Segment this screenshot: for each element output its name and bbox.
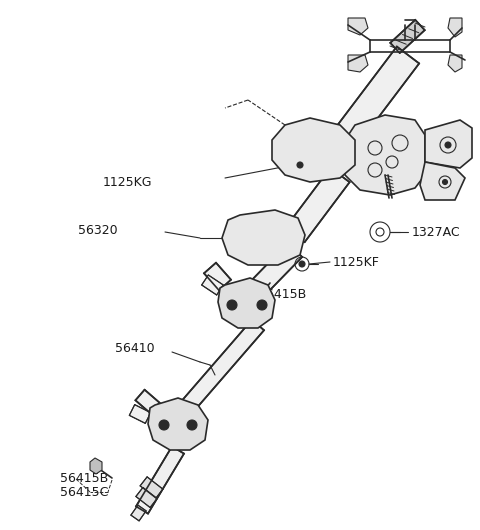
Polygon shape	[222, 210, 305, 265]
Polygon shape	[251, 243, 302, 295]
Polygon shape	[174, 320, 264, 420]
Text: 56410: 56410	[115, 341, 155, 355]
Text: 56320: 56320	[78, 224, 118, 236]
Text: 1125KF: 1125KF	[333, 255, 380, 269]
Text: 56415B: 56415B	[60, 473, 108, 485]
Polygon shape	[136, 446, 184, 514]
Circle shape	[445, 142, 451, 148]
Polygon shape	[135, 390, 159, 413]
Polygon shape	[90, 458, 102, 474]
Circle shape	[187, 420, 197, 430]
Polygon shape	[218, 278, 275, 328]
Polygon shape	[329, 47, 419, 154]
Circle shape	[299, 261, 305, 267]
Polygon shape	[345, 115, 425, 195]
Text: 56415B: 56415B	[258, 288, 306, 302]
Polygon shape	[131, 505, 146, 521]
Polygon shape	[202, 275, 223, 295]
Polygon shape	[348, 55, 368, 72]
Text: 1125KG: 1125KG	[103, 176, 152, 190]
Circle shape	[159, 420, 169, 430]
Polygon shape	[448, 55, 462, 72]
Circle shape	[227, 300, 237, 310]
Polygon shape	[286, 168, 349, 242]
Polygon shape	[348, 18, 368, 35]
Polygon shape	[140, 477, 163, 498]
Polygon shape	[136, 488, 157, 508]
Polygon shape	[420, 162, 465, 200]
Text: 1327AC: 1327AC	[412, 225, 461, 238]
Polygon shape	[448, 18, 462, 37]
Text: 56415C: 56415C	[60, 485, 108, 499]
Polygon shape	[425, 120, 472, 168]
Polygon shape	[272, 118, 355, 182]
Polygon shape	[129, 404, 151, 423]
Polygon shape	[148, 398, 208, 450]
Polygon shape	[390, 20, 425, 53]
Circle shape	[297, 162, 303, 168]
Polygon shape	[204, 263, 231, 290]
Circle shape	[443, 180, 447, 184]
Circle shape	[257, 300, 267, 310]
